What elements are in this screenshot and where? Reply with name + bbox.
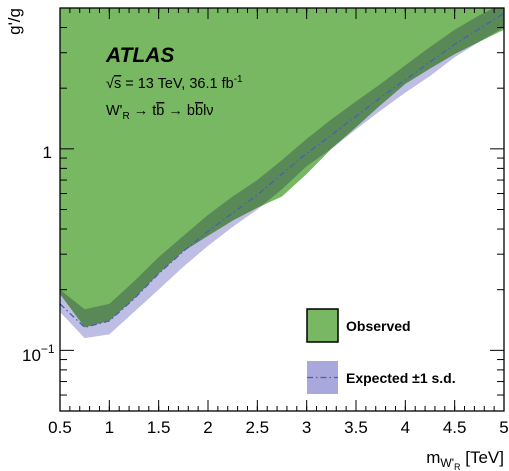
expected-1sd-band [60,8,504,339]
x-tick-label: 2.5 [246,418,270,437]
energy-lumi-text: = 13 TeV, 36.1 fb [121,76,233,92]
process-label: W'R → tb → bblν [106,103,214,122]
process-bbar-2: b [195,103,203,119]
lumi-exponent: -1 [234,74,243,85]
process-bbar-1: b [156,103,164,119]
x-axis-title-subsub: R [454,462,461,471]
y-axis-title: g'/g [5,8,24,35]
process-w: W' [106,103,123,119]
x-axis-title-sub: W' [440,456,454,470]
plot-frame [59,7,505,412]
x-tick-label: 2 [203,418,212,437]
process-lnu: lν [203,103,213,119]
x-tick-label: 0.5 [48,418,72,437]
y-tick-label-0.1: 10−1 [22,342,55,365]
sqrt-symbol: √ [106,76,114,92]
process-w-sub: R [122,111,129,122]
x-tick-label: 5 [499,418,508,437]
x-axis-title-unit: [TeV] [461,448,504,467]
x-tick-label: 3 [302,418,311,437]
y-tick-label-0.1-exponent: −1 [41,342,55,356]
x-tick-label: 4 [401,418,410,437]
x-tick-label: 1 [105,418,114,437]
expected-median-line [60,12,504,329]
sqrt-s: s [114,76,121,92]
legend-expected-label: Expected ±1 s.d. [346,370,456,386]
y-tick-label-1: 1 [43,143,52,162]
legend-observed-label: Observed [346,318,411,334]
x-tick-label: 3.5 [344,418,368,437]
atlas-label: ATLAS [105,44,174,67]
x-axis-title: mW'R [TeV] [426,448,504,471]
legend-observed-swatch [306,308,339,343]
x-axis-title-m: m [426,448,440,467]
x-tick-labels: 0.5 1 1.5 2 2.5 3 3.5 4 4.5 5 [48,418,509,437]
process-arrow-t: → t [130,103,157,119]
x-tick-label: 1.5 [147,418,171,437]
process-arrow-b: → b [164,103,195,119]
data-layer [60,8,504,339]
y-tick-label-0.1-base: 10 [22,346,41,365]
x-tick-label: 4.5 [443,418,467,437]
energy-lumi-label: √s = 13 TeV, 36.1 fb-1 [106,74,243,92]
legend: Observed Expected ±1 s.d. [306,308,456,394]
